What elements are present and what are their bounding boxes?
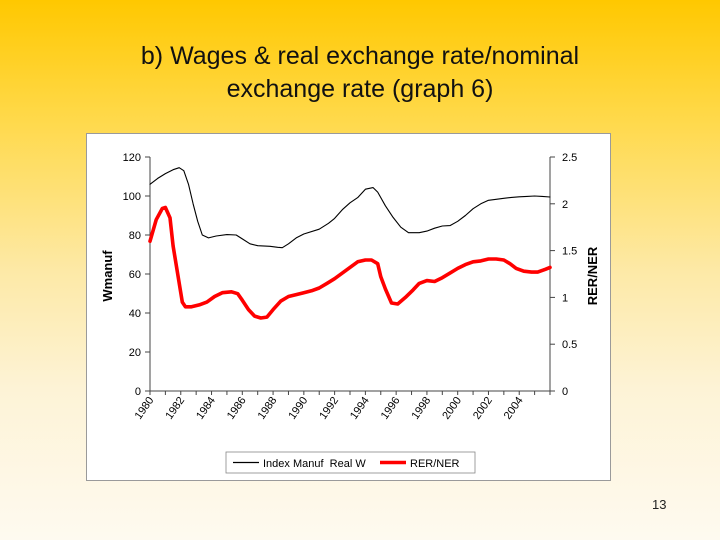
y-axis-right-label: RER/NER xyxy=(585,246,600,305)
slide-title: b) Wages & real exchange rate/nominal ex… xyxy=(60,40,660,106)
y-right-tick-label: 1 xyxy=(562,292,568,304)
x-tick-label: 1990 xyxy=(286,395,310,422)
line-chart: 0 20 40 60 80 100 120 0 0.5 1 1.5 2 2.5 1980 1982 1984 1… xyxy=(100,152,600,474)
y-right-tick-label: 0.5 xyxy=(562,339,577,351)
y-left-tick-label: 40 xyxy=(129,308,141,320)
slide-title-line-2: exchange rate (graph 6) xyxy=(226,75,494,103)
x-tick-label: 1992 xyxy=(317,395,341,422)
axes xyxy=(145,156,555,395)
y-right-tick-label: 1.5 xyxy=(562,246,577,258)
series-line-rer-ner xyxy=(148,205,552,320)
y-left-tick-label: 60 xyxy=(129,269,141,281)
y-left-tick-label: 120 xyxy=(123,152,141,164)
x-tick-label: 1984 xyxy=(194,395,218,422)
x-tick-label: 1988 xyxy=(256,395,280,422)
slide-title-line-1: b) Wages & real exchange rate/nominal xyxy=(140,42,580,70)
x-tick-label: 2000 xyxy=(440,395,464,422)
y-right-tick-label: 0 xyxy=(562,386,568,398)
x-tick-label: 1994 xyxy=(348,395,372,422)
x-tick-label: 1986 xyxy=(225,395,249,422)
y-left-tick-label: 0 xyxy=(135,386,141,398)
x-tick-label: 2004 xyxy=(502,395,526,422)
page-number: 13 xyxy=(652,497,667,512)
y-left-tick-label: 100 xyxy=(123,191,141,203)
series-layer xyxy=(148,167,552,320)
y-right-tick-label: 2 xyxy=(562,199,568,211)
x-tick-label: 1996 xyxy=(379,395,403,422)
legend-box xyxy=(225,451,476,474)
legend-label-wages: Index Manuf Real W xyxy=(263,458,366,470)
x-tick-label: 2002 xyxy=(471,395,495,422)
x-tick-label: 1998 xyxy=(410,395,434,422)
series-line-wages xyxy=(149,167,551,249)
y-axis-left-label: Wmanuf xyxy=(100,250,115,302)
legend: Index Manuf Real W RER/NER xyxy=(225,451,476,474)
x-tick-label: 1982 xyxy=(163,395,187,422)
y-left-tick-label: 20 xyxy=(129,347,141,359)
legend-label-rer-ner: RER/NER xyxy=(410,458,460,470)
y-right-tick-label: 2.5 xyxy=(562,152,577,164)
x-tick-label: 1980 xyxy=(133,395,157,422)
chart-panel: 0 20 40 60 80 100 120 0 0.5 1 1.5 2 2.5 1980 1982 1984 1… xyxy=(86,133,611,481)
y-left-tick-label: 80 xyxy=(129,230,141,242)
